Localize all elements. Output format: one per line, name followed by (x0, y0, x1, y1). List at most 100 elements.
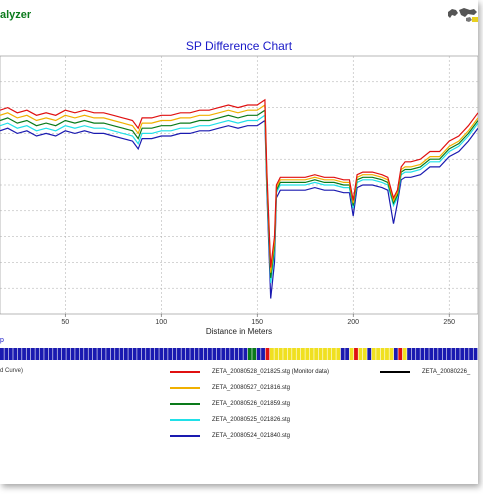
strip-cell (204, 348, 208, 360)
strip-cell (460, 348, 464, 360)
strip-cell (173, 348, 177, 360)
strip-cell (212, 348, 216, 360)
strip-cell (465, 348, 469, 360)
strip-cell (438, 348, 442, 360)
strip-cell (155, 348, 159, 360)
legend-item: ZETA_20080526_021859.stg (170, 399, 290, 409)
strip-cell (40, 348, 44, 360)
strip-cell (451, 348, 455, 360)
strip-cell (350, 348, 354, 360)
strip-cell (0, 348, 4, 360)
strip-cell (221, 348, 225, 360)
strip-cell (425, 348, 429, 360)
strip-cell (367, 348, 371, 360)
strip-cell (274, 348, 278, 360)
strip-cell (111, 348, 115, 360)
strip-cell (447, 348, 451, 360)
x-tick-label: 100 (155, 319, 167, 326)
strip-cell (66, 348, 70, 360)
strip-cell (354, 348, 358, 360)
strip-cell (93, 348, 97, 360)
strip-cell (164, 348, 168, 360)
x-tick-label: 250 (443, 319, 455, 326)
strip-cell (106, 348, 110, 360)
strip-cell (146, 348, 150, 360)
legend-label: ZETA_20080525_021826.stg (212, 417, 290, 423)
strip-cell (434, 348, 438, 360)
strip-cell (181, 348, 185, 360)
legend-left-fragment: d Curve) (0, 368, 23, 374)
strip-cell (345, 348, 349, 360)
strip-cell (239, 348, 243, 360)
status-strip (0, 348, 478, 360)
strip-cell (301, 348, 305, 360)
strip-cell (195, 348, 199, 360)
strip-cell (226, 348, 230, 360)
strip-cell (75, 348, 79, 360)
strip-cell (80, 348, 84, 360)
strip-cell (97, 348, 101, 360)
strip-cell (407, 348, 411, 360)
legend-swatch (170, 403, 200, 405)
strip-cell (58, 348, 62, 360)
strip-cell (381, 348, 385, 360)
strip-cell (84, 348, 88, 360)
strip-cell (429, 348, 433, 360)
strip-cell (341, 348, 345, 360)
legend-swatch (170, 387, 200, 389)
strip-cell (261, 348, 265, 360)
strip-cell (376, 348, 380, 360)
strip-cell (89, 348, 93, 360)
strip-cell (359, 348, 363, 360)
strip-cell (199, 348, 203, 360)
strip-cell (403, 348, 407, 360)
plot-area (0, 56, 478, 314)
strip-cell (416, 348, 420, 360)
strip-cell (159, 348, 163, 360)
strip-cell (230, 348, 234, 360)
strip-cell (22, 348, 26, 360)
strip-cell (128, 348, 132, 360)
strip-cell (336, 348, 340, 360)
strip-cell (142, 348, 146, 360)
legend-item-extra: ZETA_20080226_ (380, 367, 470, 377)
strip-cell (314, 348, 318, 360)
strip-cell (310, 348, 314, 360)
strip-cell (279, 348, 283, 360)
strip-cell (372, 348, 376, 360)
strip-cell (124, 348, 128, 360)
strip-cell (186, 348, 190, 360)
strip-cell (420, 348, 424, 360)
strip-cell (137, 348, 141, 360)
strip-cell (288, 348, 292, 360)
legend-label: ZETA_20080528_021825.stg (Monitor data) (212, 369, 329, 375)
strip-cell (332, 348, 336, 360)
legend-label: ZETA_20080527_021816.stg (212, 385, 290, 391)
analyzer-window: alyzer SP Difference Chart 50 100 150 200 25… (0, 0, 478, 484)
strip-cell (27, 348, 31, 360)
legend-swatch (170, 435, 200, 437)
legend-item: ZETA_20080528_021825.stg (Monitor data) (170, 367, 329, 377)
strip-cell (4, 348, 8, 360)
strip-cell (319, 348, 323, 360)
strip-cell (252, 348, 256, 360)
strip-cell (102, 348, 106, 360)
strip-cell (13, 348, 17, 360)
strip-cell (389, 348, 393, 360)
strip-cell (248, 348, 252, 360)
legend-swatch (170, 419, 200, 421)
strip-cell (62, 348, 66, 360)
strip-cell (243, 348, 247, 360)
strip-cell (474, 348, 478, 360)
legend-label: ZETA_20080526_021859.stg (212, 401, 290, 407)
strip-cell (412, 348, 416, 360)
strip-cell (305, 348, 309, 360)
strip-cell (71, 348, 75, 360)
strip-cell (217, 348, 221, 360)
strip-cell (208, 348, 212, 360)
strip-cell (257, 348, 261, 360)
x-tick-label: 200 (347, 319, 359, 326)
strip-cell (394, 348, 398, 360)
strip-cell (31, 348, 35, 360)
strip-cell (190, 348, 194, 360)
